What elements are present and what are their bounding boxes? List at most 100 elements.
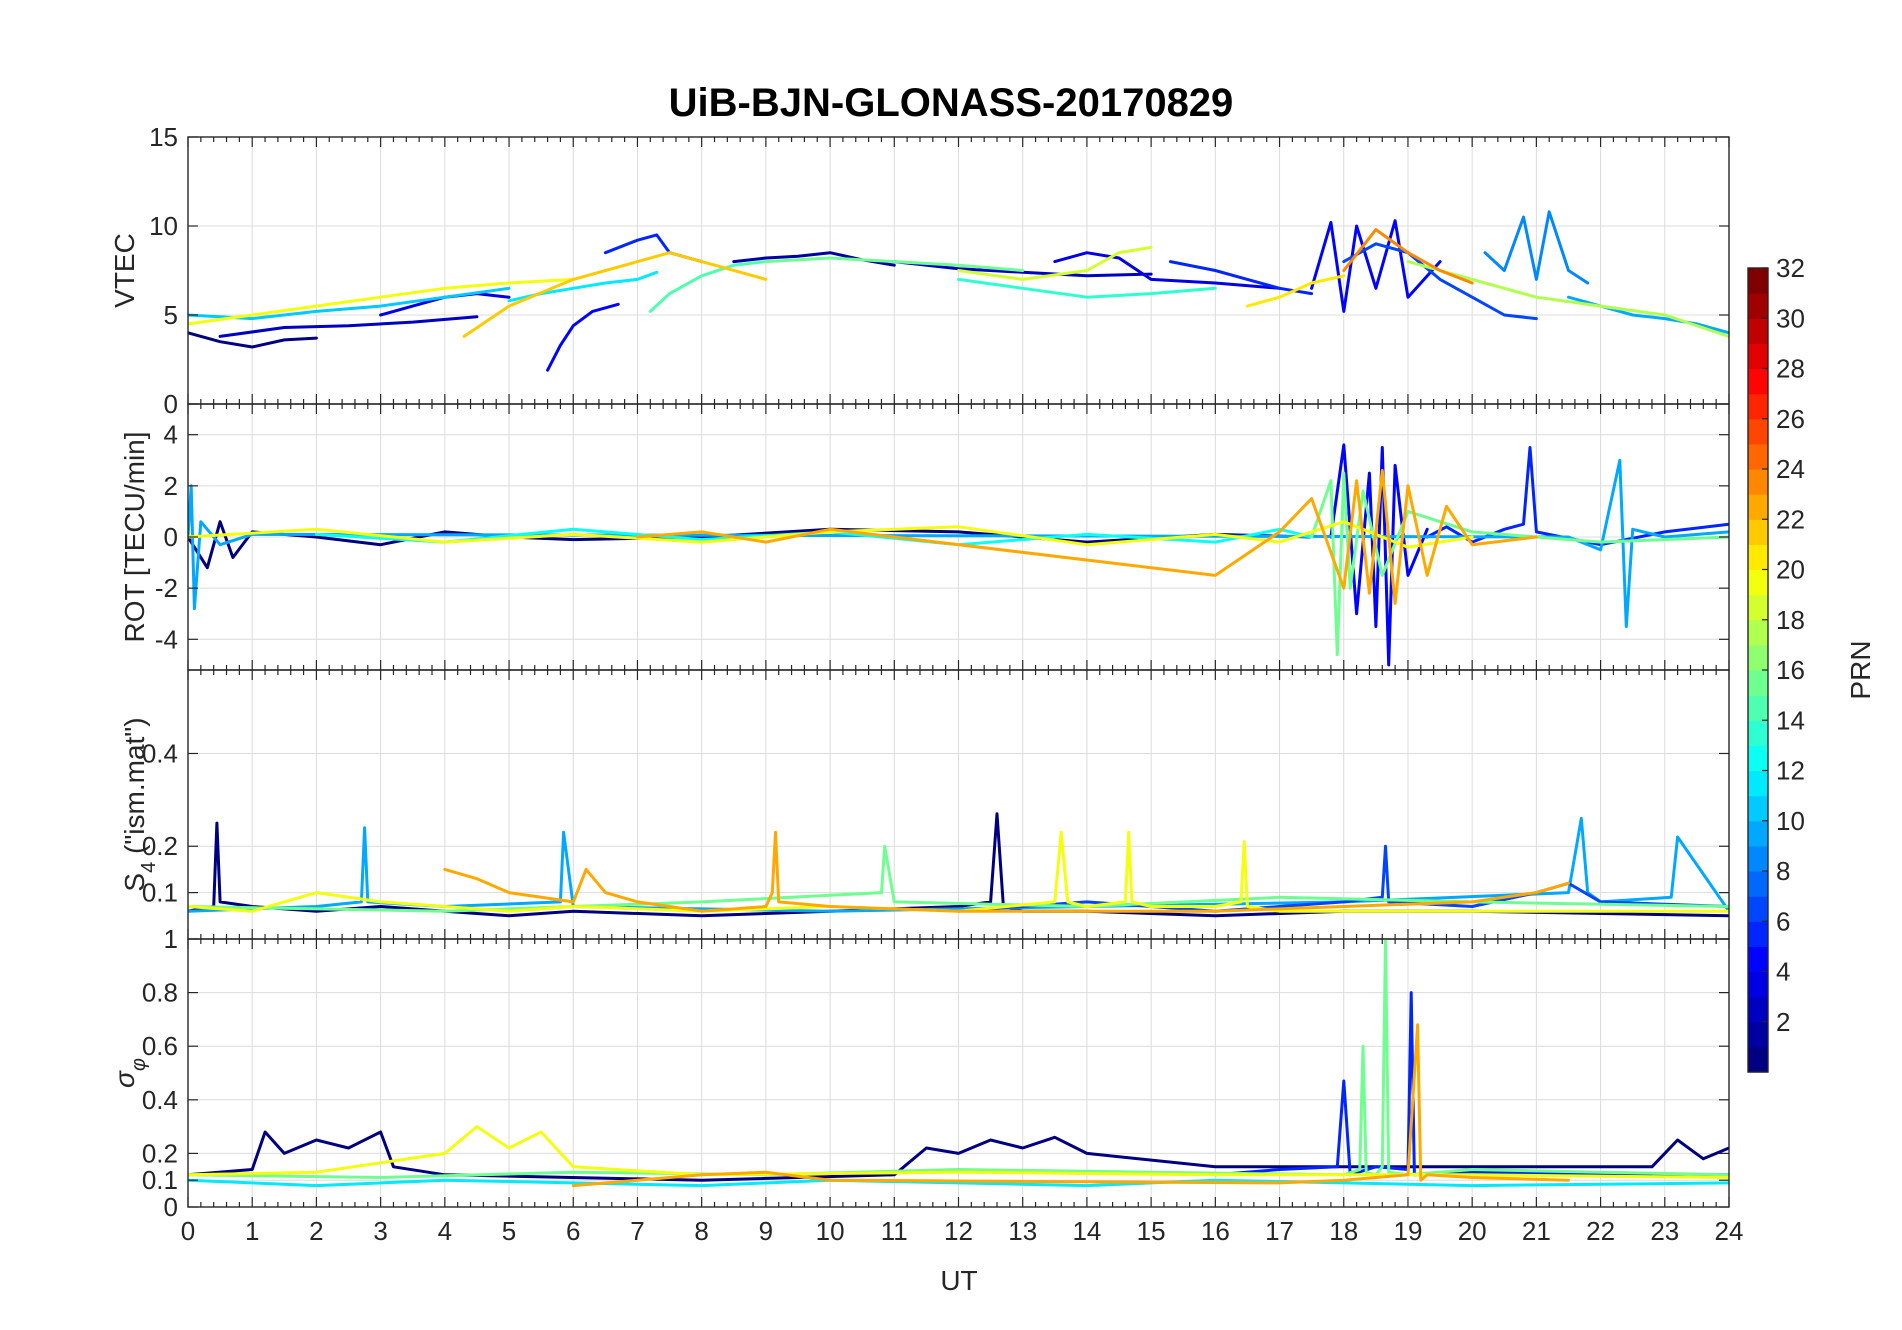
- series-prn-7: [1342, 242, 1538, 321]
- x-tick-label: 17: [1265, 1216, 1294, 1246]
- colorbar-tick-label: 6: [1776, 906, 1790, 936]
- y-tick-label-sigma: 1: [164, 924, 178, 954]
- x-tick-label: 13: [1008, 1216, 1037, 1246]
- series-prn-5: [1310, 219, 1442, 313]
- colorbar-swatch: [1748, 418, 1768, 445]
- x-tick-label: 8: [694, 1216, 708, 1246]
- x-tick-label: 0: [181, 1216, 195, 1246]
- colorbar-tick-label: 30: [1776, 303, 1805, 333]
- x-tick-label: 7: [630, 1216, 644, 1246]
- series-prn-3: [892, 260, 1153, 278]
- series-prn-1: [188, 520, 1314, 570]
- colorbar-swatch: [1748, 946, 1768, 973]
- series-prn-1: [188, 1130, 1729, 1182]
- y-tick-label-sigma: 0.1: [142, 1165, 178, 1195]
- colorbar-swatch: [1748, 644, 1768, 671]
- y-tick-label-rot: 0: [164, 522, 178, 552]
- series-group-s4: [188, 812, 1729, 918]
- series-prn-23: [571, 1023, 1570, 1188]
- y-tick-label-rot: 4: [164, 420, 178, 450]
- x-tick-label: 11: [881, 1216, 908, 1246]
- series-prn-15: [648, 260, 768, 313]
- series-prn-20: [188, 277, 575, 326]
- chart-title: UiB-BJN-GLONASS-20170829: [669, 81, 1234, 125]
- x-tick-label: 5: [502, 1216, 516, 1246]
- colorbar-tick-label: 20: [1776, 555, 1805, 585]
- series-prn-5: [546, 302, 620, 372]
- x-tick-label: 3: [373, 1216, 387, 1246]
- colorbar-tick-label: 2: [1776, 1007, 1790, 1037]
- colorbar-swatch: [1748, 720, 1768, 746]
- series-prn-19: [957, 245, 1153, 281]
- series-prn-24: [1342, 228, 1474, 285]
- x-axis-label: UT: [940, 1265, 977, 1296]
- colorbar-swatch: [1748, 619, 1768, 646]
- y-tick-label-vtec: 0: [164, 389, 178, 419]
- series-prn-22: [462, 251, 768, 338]
- y-tick-label-rot: 2: [164, 471, 178, 501]
- colorbar-swatch: [1748, 318, 1768, 344]
- colorbar-tick-label: 4: [1776, 957, 1790, 987]
- x-tick-label: 9: [759, 1216, 773, 1246]
- series-prn-14: [957, 277, 1217, 299]
- y-axis-label-vtec: VTEC: [109, 233, 140, 308]
- colorbar-swatch: [1748, 293, 1768, 319]
- colorbar-swatch: [1748, 921, 1768, 947]
- y-tick-label-rot: -4: [155, 624, 178, 654]
- colorbar-swatch: [1748, 443, 1768, 470]
- x-tick-label: 4: [438, 1216, 452, 1246]
- x-tick-label: 10: [816, 1216, 845, 1246]
- x-tick-label: 1: [245, 1216, 259, 1246]
- y-axis-label-sigma: σφ: [109, 1058, 150, 1088]
- colorbar-swatch: [1748, 393, 1768, 420]
- series-prn-21: [1245, 274, 1346, 308]
- y-tick-label-s4: 0.4: [142, 738, 178, 768]
- colorbar-tick-label: 10: [1776, 806, 1805, 836]
- colorbar-swatch: [1748, 770, 1768, 797]
- series-prn-1: [188, 331, 318, 349]
- x-tick-label: 23: [1650, 1216, 1679, 1246]
- y-tick-label-vtec: 5: [164, 300, 178, 330]
- series-group-sigma: [188, 939, 1729, 1188]
- panel-rot: -4 -2 0 2 4 ROT [TECU/min]: [119, 403, 1730, 671]
- x-tick-label: 15: [1137, 1216, 1166, 1246]
- y-tick-label-sigma: 0: [164, 1192, 178, 1222]
- y-tick-label-vtec: 15: [149, 122, 178, 152]
- colorbar-swatch: [1748, 594, 1768, 621]
- x-tick-label: 24: [1715, 1216, 1744, 1246]
- series-prn-9: [1483, 210, 1590, 285]
- x-tick-label: 16: [1201, 1216, 1230, 1246]
- y-tick-label-sigma: 0.2: [142, 1138, 178, 1168]
- colorbar-tick-label: 28: [1776, 354, 1805, 384]
- colorbar-tick-label: 32: [1776, 253, 1805, 283]
- series-prn-20: [188, 830, 1729, 913]
- colorbar-swatch: [1748, 1046, 1768, 1073]
- x-tick-label: 20: [1458, 1216, 1487, 1246]
- colorbar-swatch: [1748, 268, 1768, 294]
- colorbar-swatch: [1748, 469, 1768, 495]
- y-axis-label-s4: S4 ("ism.mat"): [119, 717, 160, 891]
- colorbar-swatch: [1748, 996, 1768, 1023]
- colorbar-tick-label: 12: [1776, 756, 1805, 786]
- colorbar-swatch: [1748, 569, 1768, 596]
- x-tick-label: 14: [1072, 1216, 1101, 1246]
- series-prn-20: [188, 1125, 1729, 1179]
- series-prn-23: [636, 469, 1538, 605]
- colorbar-tick-label: 16: [1776, 655, 1805, 685]
- y-tick-label-s4: 0.2: [142, 831, 178, 861]
- series-group-vtec: [188, 210, 1729, 372]
- x-tick-label: 21: [1522, 1216, 1551, 1246]
- series-prn-3: [218, 315, 479, 338]
- colorbar-swatch: [1748, 896, 1768, 922]
- y-tick-label-sigma: 0.4: [142, 1085, 178, 1115]
- y-tick-label-s4: 0.1: [142, 878, 178, 908]
- series-prn-20: [188, 520, 1474, 549]
- colorbar-swatch: [1748, 795, 1768, 822]
- tick-marks-sigma: [187, 938, 1730, 1208]
- tick-marks-s4: [187, 670, 1730, 939]
- x-tick-label: 2: [309, 1216, 323, 1246]
- colorbar-tick-label: 14: [1776, 705, 1805, 735]
